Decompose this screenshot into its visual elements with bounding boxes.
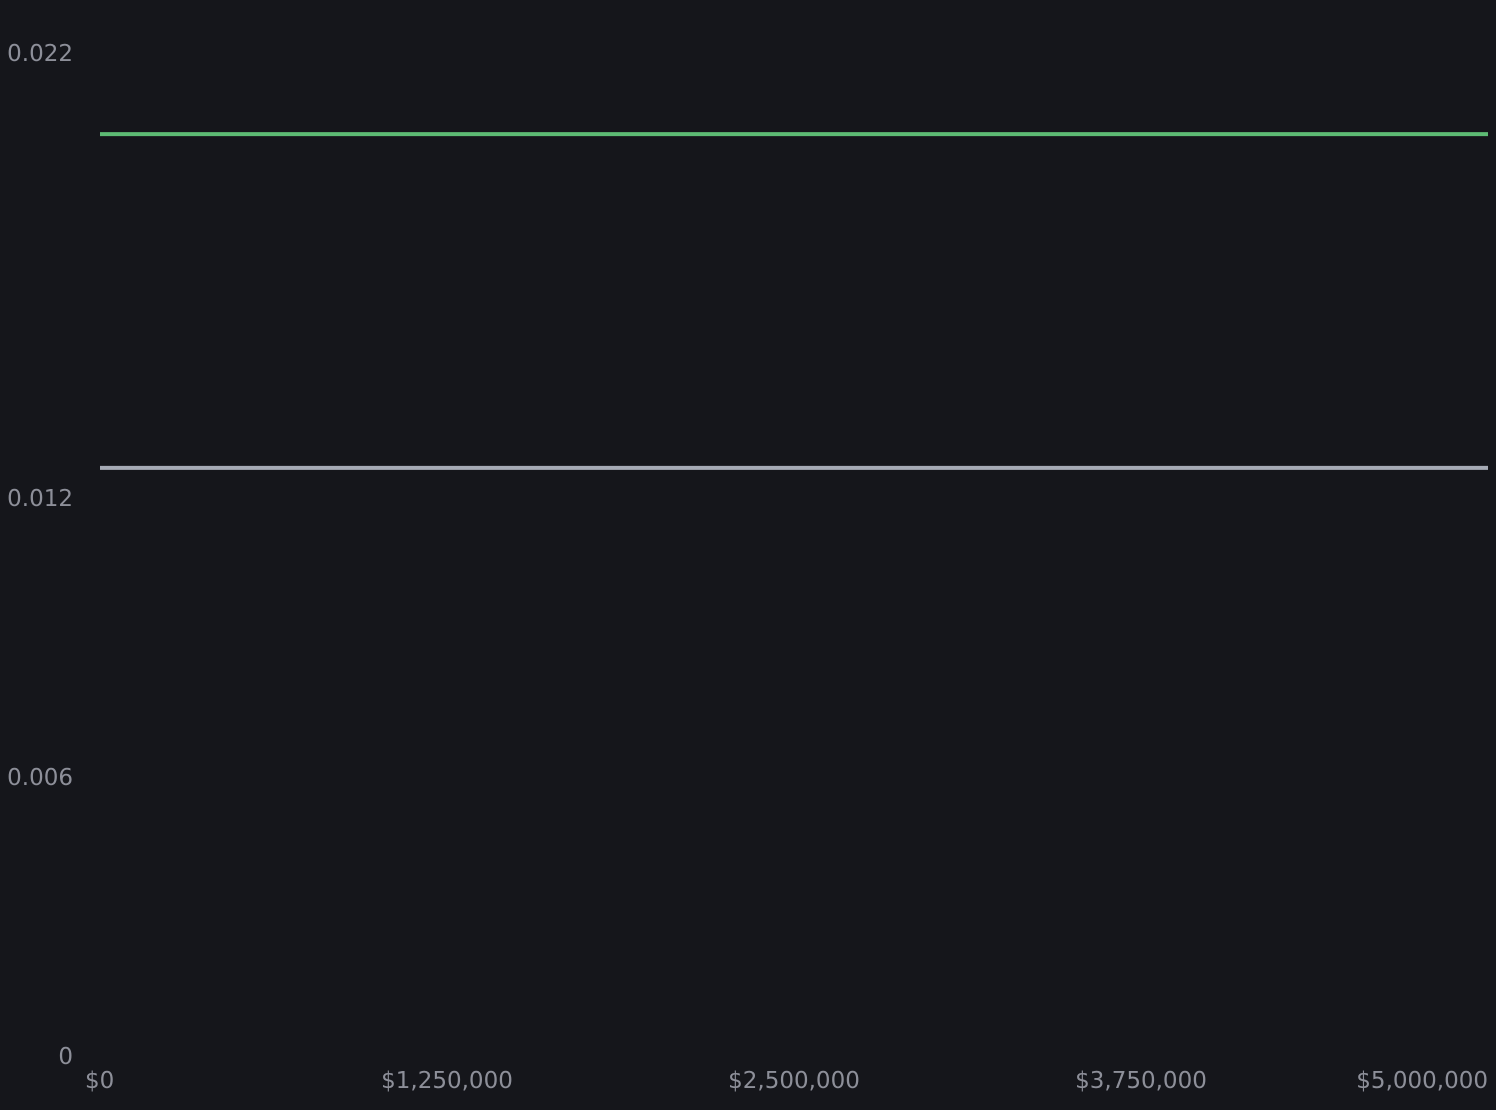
y-axis: 0 0.006 0.012 0.022 xyxy=(7,41,73,1070)
x-tick-label: $0 xyxy=(85,1068,114,1094)
y-tick-label: 0.006 xyxy=(7,765,73,791)
x-tick-label: $3,750,000 xyxy=(1075,1068,1207,1094)
x-tick-label: $1,250,000 xyxy=(381,1068,513,1094)
y-tick-label: 0.012 xyxy=(7,486,73,512)
y-tick-label: 0.022 xyxy=(7,41,73,67)
plot-area xyxy=(100,132,1488,470)
y-tick-label: 0 xyxy=(58,1044,73,1070)
x-axis: $0 $1,250,000 $2,500,000 $3,750,000 $5,000,0… xyxy=(85,1068,1488,1094)
x-tick-label: $5,000,000 xyxy=(1356,1068,1488,1094)
x-tick-label: $2,500,000 xyxy=(728,1068,860,1094)
